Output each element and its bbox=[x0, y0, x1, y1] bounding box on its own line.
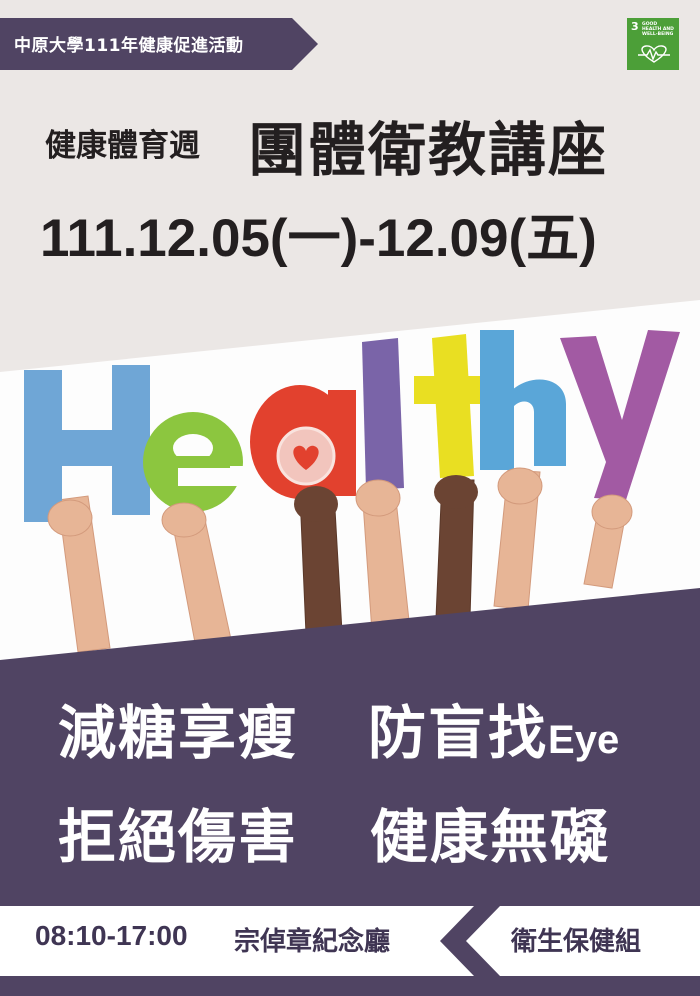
theme-sugar: 減糖享瘦 bbox=[58, 699, 299, 767]
heartbeat-icon bbox=[638, 45, 670, 63]
theme-eye-prefix: 防盲找 bbox=[368, 699, 549, 767]
organizer-tag-label: 中原大學111年健康促進活動 bbox=[14, 36, 244, 56]
sdg-label: GOOD HEALTH AND WELL-BEING bbox=[642, 22, 674, 37]
sdg-number: 3 bbox=[631, 20, 639, 33]
footer-organizer: 衛生保健組 bbox=[511, 927, 642, 957]
purple-panel bbox=[0, 696, 700, 996]
theme-barrier-free: 健康無礙 bbox=[370, 803, 611, 871]
letter-y bbox=[560, 330, 680, 500]
theme-injury: 拒絕傷害 bbox=[58, 803, 299, 871]
healthy-letters-photo bbox=[0, 300, 700, 700]
footer-venue: 宗倬章紀念廳 bbox=[234, 927, 391, 957]
letter-l bbox=[362, 338, 404, 490]
theme-eye: 防盲找Eye bbox=[368, 686, 619, 770]
organizer-tag-shape bbox=[0, 18, 318, 70]
letter-e bbox=[143, 412, 248, 512]
event-title: 團體衛教講座 bbox=[248, 116, 609, 184]
event-dates: 111.12.05(一)-12.09(五) bbox=[40, 209, 597, 268]
letter-t bbox=[414, 334, 488, 478]
theme-eye-suffix: Eye bbox=[548, 718, 620, 762]
sdg-badge: 3 GOOD HEALTH AND WELL-BEING bbox=[627, 18, 679, 70]
letter-H bbox=[24, 365, 150, 522]
footer-time: 08:10-17:00 bbox=[35, 920, 188, 951]
event-subtitle: 健康體育週 bbox=[45, 128, 200, 164]
organizer-tag: 中原大學111年健康促進活動 bbox=[0, 18, 318, 70]
letter-a bbox=[250, 385, 356, 499]
letter-h bbox=[480, 330, 566, 470]
